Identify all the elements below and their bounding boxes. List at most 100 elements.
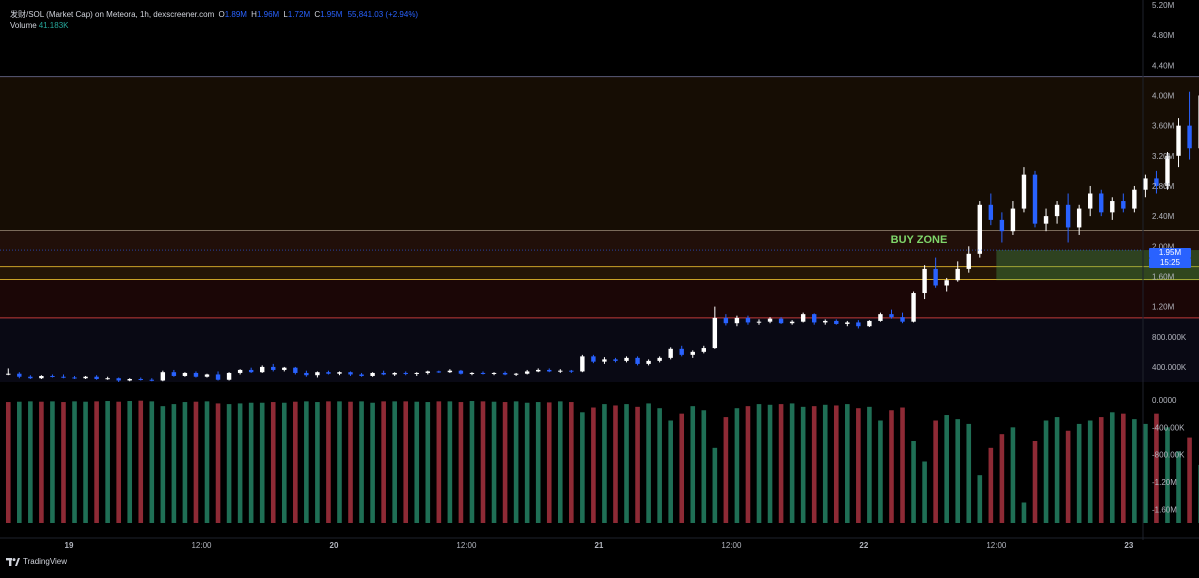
volume-bar xyxy=(1176,451,1181,523)
volume-bar xyxy=(138,400,144,523)
candle-body xyxy=(359,374,364,376)
volume-value: 41.183K xyxy=(38,21,69,30)
volume-bar xyxy=(425,402,431,523)
candle-body xyxy=(491,372,497,374)
price-axis[interactable]: 5.20M 4.80M 4.40M 4.00M 3.60M 3.20M 2.80M 2.40M… xyxy=(1142,0,1187,540)
volume-bar xyxy=(878,420,883,523)
price-tick-label: 400.000K xyxy=(1152,363,1187,372)
volume-bar xyxy=(1132,419,1137,523)
legend-volume-row: Volume 41.183K xyxy=(10,20,418,31)
volume-bar xyxy=(1043,420,1049,523)
volume-bar xyxy=(1010,427,1016,523)
time-tick-label: 12:00 xyxy=(456,541,477,550)
candle-body xyxy=(138,378,143,380)
candle-body xyxy=(1076,208,1082,228)
tradingview-branding[interactable]: TradingView xyxy=(6,557,67,566)
volume-bar xyxy=(116,401,121,523)
volume-bar xyxy=(1098,417,1104,523)
candle-body xyxy=(613,359,618,361)
candle-body xyxy=(215,374,221,380)
candle-body xyxy=(646,360,651,364)
candle-body xyxy=(116,378,121,381)
volume-bar xyxy=(1187,437,1192,523)
legend-title-row: 发财/SOL (Market Cap) on Meteora, 1h, dexs… xyxy=(10,9,418,20)
volume-bar xyxy=(1165,427,1170,523)
candle-body xyxy=(1121,201,1126,209)
volume-bar xyxy=(160,406,166,523)
candle-body xyxy=(1032,174,1038,224)
volume-bar xyxy=(436,401,442,523)
volume-bar xyxy=(535,402,541,523)
volume-bar xyxy=(83,401,88,523)
candle-body xyxy=(1054,204,1060,217)
candle-body xyxy=(569,370,574,372)
candle-body xyxy=(558,370,563,372)
volume-bar xyxy=(767,404,773,523)
volume-bar xyxy=(28,401,33,523)
candle-body xyxy=(723,317,729,324)
candle-body xyxy=(193,372,199,377)
candle-body xyxy=(889,314,894,318)
candle-body xyxy=(127,378,132,381)
candle-body xyxy=(61,376,66,378)
volume-bar xyxy=(811,406,817,523)
volume-tick-label: 0.0000 xyxy=(1152,396,1177,405)
candle-body xyxy=(72,377,77,379)
candle-body xyxy=(966,253,971,269)
volume-bar xyxy=(193,401,199,523)
volume-bar xyxy=(359,401,364,523)
volume-bar xyxy=(557,401,563,523)
volume-bar xyxy=(679,413,685,523)
volume-bar xyxy=(833,405,839,523)
volume-bar xyxy=(5,402,11,523)
candles xyxy=(6,91,1199,382)
candle-body xyxy=(1021,174,1027,209)
volume-bar xyxy=(215,403,221,523)
volume-bar xyxy=(270,402,276,523)
volume-bar xyxy=(1143,423,1148,523)
price-tick-label: 4.80M xyxy=(1152,31,1175,40)
volume-bar xyxy=(94,401,99,523)
price-tick-label: 1.60M xyxy=(1152,272,1175,281)
volume-bar xyxy=(889,410,894,523)
candle-body xyxy=(160,372,166,381)
candle-body xyxy=(94,376,99,379)
candle-body xyxy=(977,204,982,254)
candle-body xyxy=(370,372,375,376)
volume-bar xyxy=(326,401,331,523)
symbol-title[interactable]: 发财/SOL (Market Cap) on Meteora, 1h, dexs… xyxy=(10,10,215,19)
candle-body xyxy=(867,320,872,327)
price-tick-label: 1.20M xyxy=(1152,303,1175,312)
volume-bar xyxy=(513,401,519,523)
volume-bar xyxy=(822,404,828,523)
candle-body xyxy=(580,356,585,372)
candle-body xyxy=(624,357,629,361)
candle-body xyxy=(182,372,188,376)
volume-bar xyxy=(646,403,651,523)
volume-bar xyxy=(789,403,795,523)
open-value: 1.89M xyxy=(224,10,247,19)
candle-body xyxy=(480,372,486,374)
candle-body xyxy=(271,366,276,370)
volume-bar xyxy=(977,475,983,523)
candle-body xyxy=(337,372,342,374)
candle-body xyxy=(1143,178,1148,190)
volume-bar xyxy=(624,404,629,523)
volume-bar xyxy=(602,404,607,523)
candle-body xyxy=(469,372,475,374)
volume-bar xyxy=(281,402,287,523)
fib-retracement[interactable] xyxy=(0,76,1199,382)
candle-body xyxy=(458,370,464,374)
candle-body xyxy=(701,348,706,352)
volume-label[interactable]: Volume xyxy=(10,21,37,30)
candle-body xyxy=(1099,193,1104,213)
volume-bar xyxy=(734,408,740,523)
candle-body xyxy=(878,314,883,321)
candle-body xyxy=(524,371,530,374)
volume-bar xyxy=(569,402,574,523)
fib-band xyxy=(0,76,1199,231)
volume-bar xyxy=(867,406,872,523)
time-axis[interactable]: 1912:002012:002112:002212:002312:002412:… xyxy=(0,537,1199,550)
candle-body xyxy=(326,372,331,374)
